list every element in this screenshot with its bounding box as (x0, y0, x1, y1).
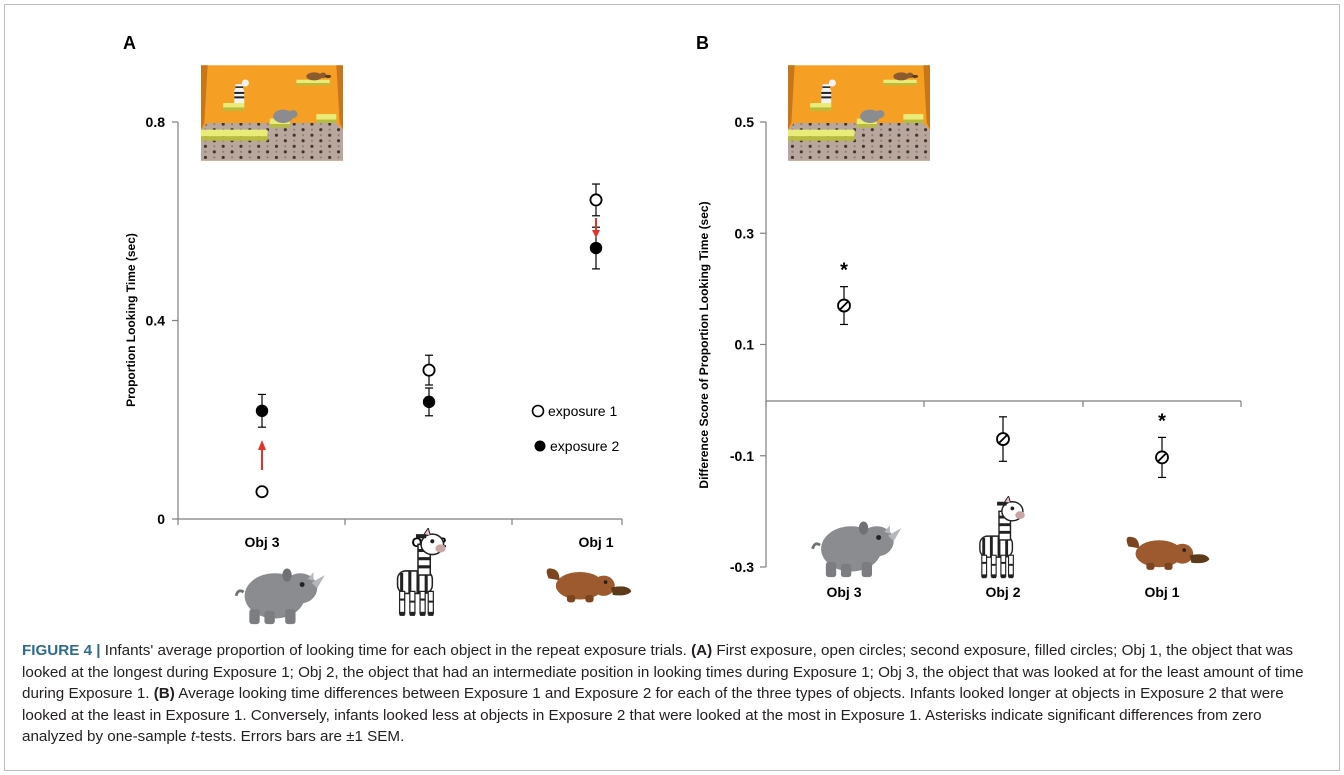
x-category-label-b-1: Obj 2 (985, 584, 1020, 600)
figure-canvas: A B 0 0.4 0.8 Proportion Looking Time (sec… (123, 33, 1242, 626)
y-axis-label-b: Difference Score of Proportion Looking T… (697, 201, 711, 488)
data-point-slash-b-1 (998, 434, 1008, 444)
y-tick-label-a-2: 0.8 (146, 114, 166, 130)
rhino-icon-a (234, 567, 327, 626)
caption-panel-b-ref: (B) (153, 685, 175, 702)
caption-t-italic: t (190, 728, 196, 745)
stage-scene-image-a (201, 65, 343, 161)
data-point-a-exposure2-1 (422, 395, 436, 409)
zebra-icon-b (977, 496, 1027, 581)
legend-label-exposure-2: exposure 2 (550, 438, 619, 454)
y-tick-label-b-1: -0.1 (730, 448, 754, 464)
caption-sentence-4: -tests. Errors bars are ±1 SEM. (195, 728, 405, 745)
significance-star-b-2: * (1158, 410, 1166, 432)
zebra-icon-a (398, 528, 446, 616)
chart-panel-b: -0.3 -0.1 0.1 0.3 0.5 Difference Score of Pr… (697, 114, 1242, 600)
legend-marker-exposure-2 (534, 440, 546, 452)
figure-caption: FIGURE 4 | Infants' average proportion o… (22, 640, 1322, 748)
data-point-slash-b-2 (1157, 452, 1167, 463)
y-axis-label-a: Proportion Looking Time (sec) (124, 233, 138, 407)
caption-separator: | (96, 642, 101, 659)
legend-marker-exposure-1 (531, 404, 545, 418)
x-category-label-b-2: Obj 1 (1144, 584, 1179, 600)
chart-panel-a: 0 0.4 0.8 Proportion Looking Time (sec) Ob… (124, 114, 623, 550)
y-tick-label-a-1: 0.4 (146, 313, 166, 329)
data-point-a-exposure1-2 (589, 193, 603, 207)
significance-star-b-0: * (840, 260, 848, 282)
panel-label-a: A (123, 33, 136, 53)
data-point-a-exposure2-2 (589, 241, 603, 255)
caption-sentence-2: First exposure, open circles; second exp… (22, 642, 1304, 702)
caption-figure-label: FIGURE 4 (22, 642, 93, 659)
caption-sentence-1: Infants' average proportion of looking t… (104, 642, 687, 659)
change-arrow-head-a-0 (258, 440, 266, 450)
y-tick-label-b-4: 0.5 (735, 114, 755, 130)
x-category-label-b-0: Obj 3 (826, 584, 861, 600)
data-point-a-exposure1-1 (422, 363, 436, 377)
figure-frame (4, 4, 1340, 771)
x-category-label-a-0: Obj 3 (244, 534, 279, 550)
panel-label-b: B (696, 33, 709, 53)
x-category-label-a-2: Obj 1 (578, 534, 613, 550)
stage-scene-image-b (788, 65, 930, 161)
rhino-icon-b (811, 520, 903, 579)
y-tick-label-b-3: 0.3 (735, 225, 755, 241)
y-tick-label-b-0: -0.3 (730, 559, 754, 575)
caption-panel-a-ref: (A) (691, 642, 713, 659)
caption-sentence-3: Average looking time differences between… (22, 685, 1284, 745)
data-point-a-exposure2-0 (255, 404, 269, 418)
platypus-icon-b (1126, 536, 1210, 570)
change-arrow-head-a-1 (592, 230, 600, 238)
legend-label-exposure-1: exposure 1 (548, 403, 617, 419)
y-tick-label-b-2: 0.1 (735, 337, 755, 353)
data-point-slash-b-0 (839, 300, 849, 311)
y-tick-label-a-0: 0 (157, 511, 165, 527)
platypus-icon-a (546, 568, 632, 603)
data-point-a-exposure1-0 (255, 485, 269, 499)
